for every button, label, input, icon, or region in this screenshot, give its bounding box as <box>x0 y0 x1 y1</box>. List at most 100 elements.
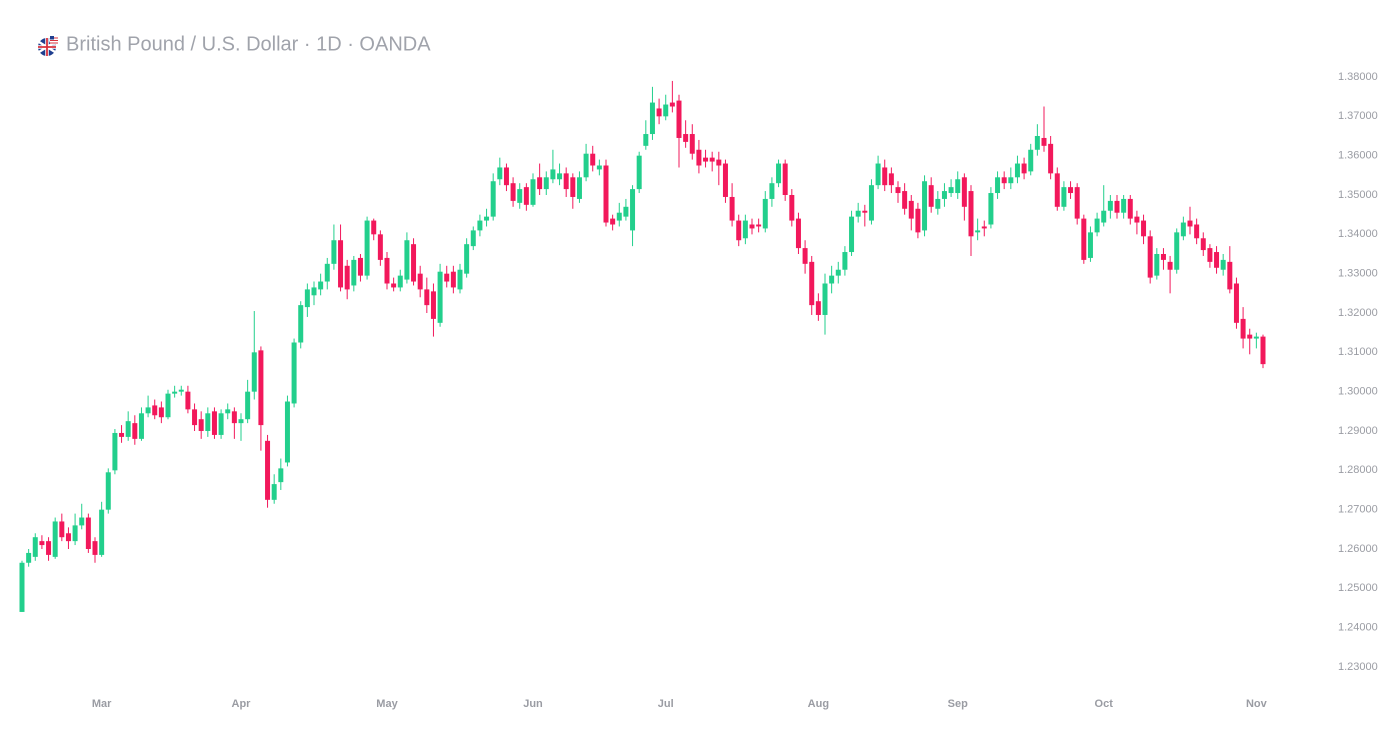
candle-body <box>849 216 855 253</box>
candle-body <box>1240 318 1246 339</box>
candle-body <box>205 413 211 431</box>
candle-body <box>1207 248 1213 262</box>
candle-body <box>1107 200 1113 211</box>
candle-body <box>1068 187 1074 194</box>
candle-body <box>26 552 32 563</box>
y-tick-label: 1.31000 <box>1338 346 1378 358</box>
candle-body <box>1014 163 1020 178</box>
candle-body <box>762 198 768 229</box>
y-tick-label: 1.28000 <box>1338 464 1378 476</box>
y-tick-label: 1.26000 <box>1338 543 1378 555</box>
candle-body <box>868 185 874 221</box>
candle-body <box>304 289 310 308</box>
candle-body <box>623 206 629 217</box>
candle-body <box>1087 232 1093 258</box>
candle-body <box>948 187 954 194</box>
candle-body <box>981 226 987 229</box>
candle-body <box>1001 177 1007 184</box>
candle-body <box>809 261 815 306</box>
candle-body <box>888 173 894 186</box>
candle-body <box>1121 198 1127 213</box>
candle-body <box>364 220 370 276</box>
candle-body <box>1034 136 1040 150</box>
candle-body <box>32 537 38 557</box>
candle-body <box>284 401 290 463</box>
candle-body <box>79 517 85 526</box>
candle-body <box>510 183 516 201</box>
y-tick-label: 1.29000 <box>1338 425 1378 437</box>
candle-body <box>1041 137 1047 146</box>
candle-body <box>172 391 178 394</box>
y-tick-label: 1.27000 <box>1338 504 1378 516</box>
candle-body <box>736 220 742 241</box>
chart-title: British Pound / U.S. Dollar · 1D · OANDA <box>66 33 431 55</box>
candle-body <box>1220 259 1226 270</box>
candle-body <box>503 167 509 186</box>
candle-body <box>211 411 217 435</box>
candle-body <box>464 244 470 274</box>
candle-body <box>683 134 689 142</box>
candle-body <box>271 484 277 500</box>
candle-body <box>391 283 397 288</box>
candle-body <box>776 163 782 184</box>
candle-body <box>119 432 125 437</box>
candle-body <box>1200 238 1206 251</box>
candle-body <box>1028 149 1034 172</box>
candle-body <box>596 165 602 170</box>
candle-body <box>59 521 65 538</box>
candle-body <box>610 218 616 225</box>
candle-body <box>112 432 118 471</box>
candle-body <box>975 230 981 233</box>
candle-body <box>477 220 483 231</box>
candle-body <box>158 407 164 418</box>
candle-body <box>311 287 317 296</box>
y-tick-label: 1.35000 <box>1338 189 1378 201</box>
candle-body <box>935 198 941 209</box>
candle-body <box>557 173 563 180</box>
y-tick-label: 1.36000 <box>1338 150 1378 162</box>
candle-body <box>941 191 947 199</box>
x-tick-label: May <box>376 698 398 710</box>
candle-body <box>198 419 204 431</box>
candle-body <box>928 185 934 207</box>
candle-body <box>251 352 257 392</box>
candle-body <box>178 389 184 392</box>
candle-body <box>1167 261 1173 270</box>
candle-body <box>915 208 921 233</box>
candle-body <box>968 191 974 237</box>
candle-body <box>105 472 111 510</box>
candle-body <box>689 134 695 154</box>
candle-body <box>636 155 642 190</box>
candle-body <box>417 273 423 290</box>
candle-body <box>716 159 722 166</box>
candle-body <box>882 167 888 186</box>
candle-body <box>656 108 662 117</box>
candle-body <box>988 193 994 225</box>
candle-body <box>815 301 821 315</box>
candle-body <box>696 149 702 166</box>
candle-body <box>1253 336 1259 339</box>
candle-body <box>590 153 596 166</box>
candle-body <box>902 191 908 209</box>
candle-body <box>397 275 403 288</box>
candle-body <box>1094 218 1100 233</box>
candle-body <box>258 350 264 426</box>
candle-body <box>1141 220 1147 237</box>
candle-body <box>616 212 622 221</box>
candle-body <box>756 224 762 227</box>
candle-body <box>1074 187 1080 219</box>
candle-body <box>576 177 582 199</box>
candle-body <box>138 413 144 439</box>
candle-body <box>192 409 198 426</box>
candle-body <box>318 281 324 290</box>
candle-body <box>52 521 58 557</box>
x-tick-label: Nov <box>1246 698 1268 710</box>
candle-body <box>1154 254 1160 276</box>
candle-body <box>231 411 237 424</box>
candle-body <box>703 157 709 162</box>
x-tick-label: Sep <box>948 698 968 710</box>
candle-body <box>278 468 284 483</box>
candle-body <box>357 257 363 276</box>
candle-body <box>570 177 576 197</box>
candle-body <box>265 440 271 500</box>
